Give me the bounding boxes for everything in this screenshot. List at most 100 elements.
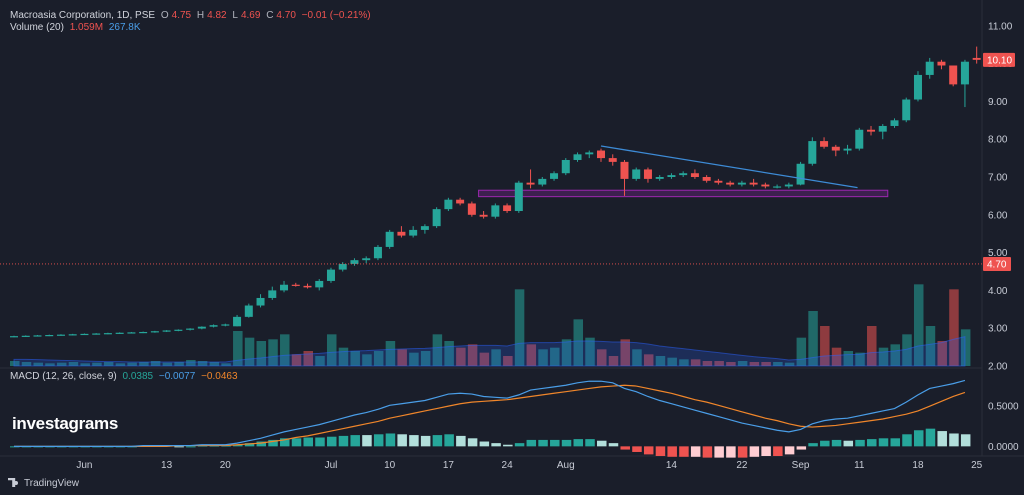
candle-body <box>174 329 183 331</box>
volume-bar <box>714 361 724 366</box>
volume-bar <box>632 349 642 366</box>
close-value: 4.70 <box>276 10 296 21</box>
macd-histogram-bar <box>244 443 255 447</box>
volume-bar <box>749 362 760 366</box>
candle-body <box>831 146 840 151</box>
candle-body <box>690 173 699 177</box>
volume-bar <box>268 339 278 366</box>
macd-histogram-bar <box>761 446 771 456</box>
candle-body <box>115 332 124 334</box>
volume-ma-value: 267.8K <box>108 22 141 33</box>
macd-tick-label: 0.0000 <box>988 442 1019 453</box>
support-zone-layer <box>478 189 889 198</box>
annotations <box>0 145 982 265</box>
volume-bar <box>608 356 619 366</box>
macd-line <box>14 379 966 447</box>
candle-body <box>385 231 394 247</box>
candle-body <box>573 154 582 160</box>
volume-bar <box>597 349 607 366</box>
ref-price-tag <box>983 256 1011 271</box>
tradingview-footer[interactable]: TradingView <box>8 478 79 489</box>
volume-bar <box>867 326 877 366</box>
candle-body <box>843 148 852 151</box>
candle-body <box>409 229 418 236</box>
volume-bar <box>761 362 771 366</box>
macd-histogram-bar <box>315 437 325 447</box>
volume-bar <box>773 362 783 366</box>
macd-histogram-bar <box>808 443 818 447</box>
candle-body <box>221 324 230 326</box>
volume-bar <box>949 289 959 366</box>
volume-bar <box>33 362 43 366</box>
macd-histogram-bar <box>585 439 595 447</box>
macd-histogram-bar <box>186 446 196 448</box>
volume-bar <box>808 311 818 366</box>
volume-bar <box>115 363 126 366</box>
volume-bar <box>913 284 924 366</box>
volume-bar <box>280 334 290 366</box>
macd-histogram-bar <box>432 435 443 447</box>
macd-histogram-bar <box>737 446 748 458</box>
volume-bar <box>784 362 795 366</box>
volume-bar <box>820 326 830 366</box>
volume-bar <box>197 361 208 366</box>
candle-body <box>397 231 406 236</box>
open-label: O <box>160 10 169 21</box>
volume-bar <box>397 349 407 366</box>
candle-body <box>103 333 112 335</box>
macd-histogram-bar <box>726 446 736 458</box>
candle-body <box>855 129 864 149</box>
volume-bar <box>655 356 666 366</box>
time-tick-label: 11 <box>854 460 865 471</box>
volume-bars <box>10 284 971 366</box>
macd-histogram-bar <box>867 439 877 447</box>
price-tick-label: 11.00 <box>988 21 1013 32</box>
volume-bar <box>561 339 572 366</box>
candle-body <box>808 141 817 164</box>
candle-body <box>491 205 500 217</box>
macd-histogram-bar <box>397 434 407 447</box>
macd-value: 0.0385 <box>122 371 154 382</box>
candle-body <box>420 226 429 230</box>
volume-bar <box>186 360 196 366</box>
open-value: 4.75 <box>171 10 192 21</box>
volume-bar <box>573 319 584 366</box>
volume-bar <box>937 341 947 366</box>
candle-body <box>643 169 652 179</box>
macd-histogram-bar <box>890 438 900 447</box>
macd-histogram-bar <box>784 446 795 455</box>
candle-body <box>726 182 735 185</box>
support-zone <box>478 189 889 198</box>
macd-histogram-bar <box>820 440 830 447</box>
candle-body <box>456 199 465 204</box>
volume-bar <box>10 361 20 366</box>
macd-histogram-bar <box>796 446 807 450</box>
candle-body <box>291 284 300 286</box>
volume-value: 1.059M <box>69 22 104 33</box>
volume-label: Volume (20) <box>10 22 64 33</box>
candle-body <box>867 129 876 132</box>
macd-histogram-bar <box>902 434 912 447</box>
volume-bar <box>444 341 454 366</box>
volume-bar <box>491 349 501 366</box>
time-tick-label: 22 <box>736 460 748 471</box>
volume-bar <box>585 337 595 366</box>
candle-body <box>784 184 793 187</box>
candle-body <box>80 333 89 336</box>
volume-bar <box>878 347 889 366</box>
price-tick-label: 3.00 <box>988 324 1008 335</box>
macd-histogram-bar <box>444 434 454 447</box>
candle-body <box>162 330 171 332</box>
volume-bar <box>679 359 689 366</box>
price-tick-label: 7.00 <box>988 173 1008 184</box>
candle-body <box>655 177 664 179</box>
candle-body <box>679 173 688 176</box>
macd-histogram-bar <box>256 441 267 447</box>
candle-body <box>338 263 347 270</box>
candle-body <box>21 335 30 337</box>
macd-histogram-bar <box>362 435 372 447</box>
macd-histogram-bar <box>268 439 278 447</box>
volume-bar <box>726 362 736 366</box>
volume-bar <box>902 334 912 366</box>
